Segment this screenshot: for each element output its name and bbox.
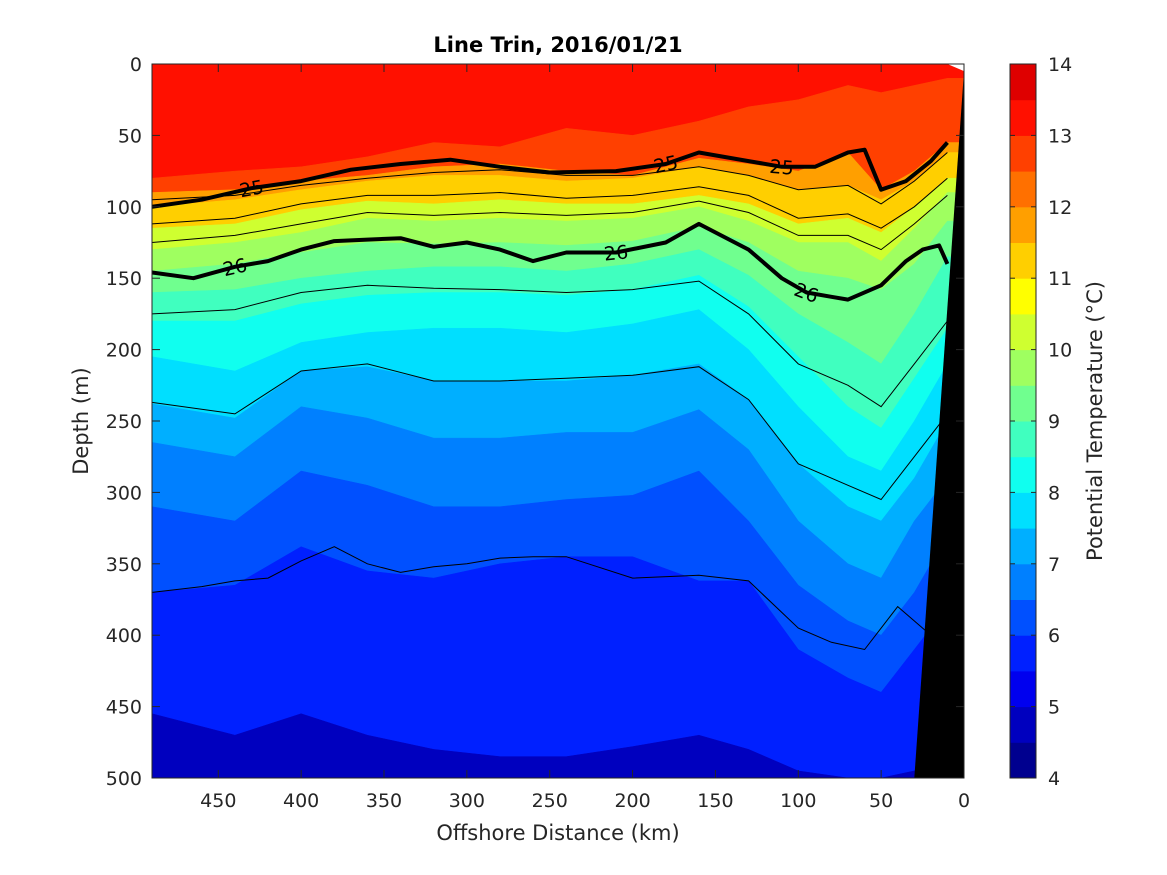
colorbar-tick-label: 4 bbox=[1048, 768, 1060, 790]
y-tick-label: 150 bbox=[106, 268, 142, 290]
colorbar-tick-label: 10 bbox=[1048, 340, 1072, 362]
y-tick-label: 100 bbox=[106, 197, 142, 219]
colorbar-cell bbox=[1010, 135, 1036, 172]
colorbar-tick-label: 8 bbox=[1048, 482, 1060, 504]
colorbar-cell bbox=[1010, 706, 1036, 743]
contour-label-26: 26 bbox=[603, 241, 629, 265]
x-tick-label: 450 bbox=[200, 790, 236, 812]
colorbar-cell bbox=[1010, 670, 1036, 708]
colorbar-cell bbox=[1010, 171, 1036, 208]
x-tick-label: 250 bbox=[532, 790, 568, 812]
colorbar: 4 5 6 7 8 9 10 11 12 13 14 bbox=[1009, 54, 1072, 790]
colorbar-tick-label: 6 bbox=[1048, 625, 1060, 647]
colorbar-tick-label: 12 bbox=[1048, 197, 1072, 219]
y-axis-label: Depth (m) bbox=[69, 367, 93, 474]
y-tick-label: 200 bbox=[106, 340, 142, 362]
y-tick-label: 250 bbox=[106, 411, 142, 433]
colorbar-tick-label: 14 bbox=[1048, 54, 1072, 76]
colorbar-cell bbox=[1010, 599, 1036, 636]
land-mask bbox=[947, 64, 964, 72]
x-tick-label: 200 bbox=[614, 790, 650, 812]
contour-label-25: 25 bbox=[238, 176, 266, 202]
density-contour-thin-1 bbox=[152, 177, 948, 229]
plot-area bbox=[152, 64, 964, 778]
x-axis-label: Offshore Distance (km) bbox=[436, 821, 679, 845]
density-contour-thin-5 bbox=[152, 546, 932, 651]
density-contour-26 bbox=[152, 221, 950, 302]
contour-label-25: 25 bbox=[769, 156, 795, 180]
colorbar-cell bbox=[1010, 64, 1036, 101]
x-tick-label: 0 bbox=[958, 790, 970, 812]
x-tick-label: 150 bbox=[697, 790, 733, 812]
contour-label-25: 25 bbox=[652, 152, 680, 179]
density-contour-thin-4 bbox=[152, 363, 948, 501]
colorbar-label: Potential Temperature (°C) bbox=[1083, 281, 1107, 561]
chart-title: Line Trin, 2016/01/21 bbox=[433, 33, 682, 57]
y-tick-label: 50 bbox=[118, 125, 142, 147]
colorbar-cell bbox=[1010, 421, 1036, 458]
y-tick-label: 350 bbox=[106, 554, 142, 576]
colorbar-cell bbox=[1010, 242, 1036, 279]
colorbar-cell bbox=[1010, 456, 1036, 493]
contour-label-26: 26 bbox=[221, 254, 249, 281]
y-tick-label: 0 bbox=[130, 54, 142, 76]
colorbar-cell bbox=[1010, 492, 1036, 529]
x-tick-label: 350 bbox=[366, 790, 402, 812]
x-tick-label: 50 bbox=[869, 790, 893, 812]
colorbar-cell bbox=[1010, 528, 1036, 565]
colorbar-tick-label: 9 bbox=[1048, 411, 1060, 433]
y-tick-label: 400 bbox=[106, 625, 142, 647]
x-tick-label: 100 bbox=[780, 790, 816, 812]
colorbar-cell bbox=[1010, 349, 1036, 386]
colorbar-cell bbox=[1010, 206, 1036, 243]
colorbar-cell bbox=[1010, 313, 1036, 351]
y-tick-label: 300 bbox=[106, 482, 142, 504]
x-tick-label: 300 bbox=[449, 790, 485, 812]
colorbar-cell bbox=[1010, 635, 1036, 672]
density-contour-thin-2 bbox=[152, 195, 948, 251]
x-tick-label: 400 bbox=[283, 790, 319, 812]
density-contour-25 bbox=[152, 141, 949, 209]
density-contour-thin-0 bbox=[152, 152, 948, 205]
colorbar-cell bbox=[1010, 563, 1036, 600]
y-tick-label: 500 bbox=[106, 768, 142, 790]
colorbar-cell bbox=[1010, 385, 1036, 422]
colorbar-cell bbox=[1010, 99, 1036, 136]
seafloor-topography bbox=[914, 71, 964, 778]
y-tick-label: 450 bbox=[106, 697, 142, 719]
colorbar-tick-label: 13 bbox=[1048, 125, 1072, 147]
colorbar-tick-label: 11 bbox=[1048, 268, 1072, 290]
colorbar-cell bbox=[1010, 742, 1036, 779]
colorbar-cell bbox=[1010, 278, 1036, 315]
colorbar-tick-label: 5 bbox=[1048, 697, 1060, 719]
density-contour-thin-3 bbox=[152, 280, 948, 408]
colorbar-tick-label: 7 bbox=[1048, 554, 1060, 576]
